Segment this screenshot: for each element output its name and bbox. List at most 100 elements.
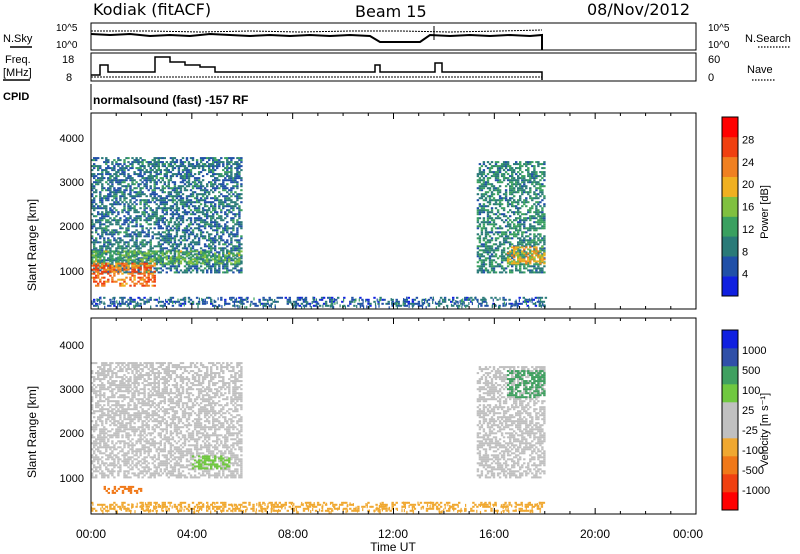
echo-cell-power-3: [539, 179, 542, 182]
echo-cell-power-3: [478, 167, 482, 170]
echo-cell-power-3: [531, 175, 534, 178]
echo-cell-power-0: [129, 179, 132, 182]
echo-cell-power-3: [509, 237, 512, 240]
echo-cell-power-0: [187, 223, 191, 226]
echo-cell-power-0: [127, 271, 130, 274]
echo-cell-power-0: [203, 191, 207, 194]
echo-cell-power-3: [531, 245, 534, 248]
echo-cell-power-2: [143, 280, 146, 283]
near-range-echo-power: [359, 305, 361, 309]
echo-cell-power-3: [511, 251, 514, 254]
echo-cell-velocity-0: [93, 416, 96, 419]
echo-cell-power-0: [232, 205, 235, 208]
echo-cell-power-3: [488, 187, 492, 190]
near-range-echo-power: [316, 305, 318, 309]
echo-cell-power-0: [111, 257, 114, 260]
echo-cell-power-2: [149, 268, 152, 271]
echo-cell-power-0: [121, 165, 124, 168]
echo-cell-power-0: [139, 201, 142, 204]
echo-cell-power-0: [113, 167, 116, 170]
echo-cell-power-5: [147, 300, 150, 303]
echo-cell-power-4: [541, 256, 544, 259]
echo-cell-power-1: [127, 260, 130, 263]
echo-cell-power-5: [109, 298, 112, 301]
echo-cell-power-1: [218, 254, 221, 257]
echo-cell-power-0: [91, 253, 94, 256]
near-range-echo-power: [439, 299, 441, 303]
echo-cell-power-1: [189, 260, 193, 263]
echo-cell-power-3: [525, 253, 528, 256]
echo-cell-power-0: [183, 201, 187, 204]
echo-cell-power-0: [206, 173, 209, 176]
echo-cell-power-0: [230, 227, 233, 230]
echo-cell-power-3: [519, 237, 522, 240]
echo-cell-power-5: [240, 298, 243, 301]
echo-cell-power-5: [119, 302, 122, 305]
echo-cell-power-0: [101, 173, 104, 176]
echo-cell-velocity-0: [91, 476, 94, 479]
echo-cell-power-0: [103, 223, 106, 226]
echo-cell-power-0: [107, 199, 110, 202]
echo-cell-power-5: [399, 304, 402, 307]
echo-cell-power-3: [494, 165, 498, 168]
echo-cell-power-0: [240, 235, 243, 238]
echo-cell-power-0: [206, 217, 209, 220]
near-range-echo-power: [183, 303, 185, 307]
echo-cell-velocity-0: [95, 474, 98, 477]
echo-cell-velocity-0: [103, 414, 106, 417]
echo-cell-power-4: [527, 260, 530, 263]
echo-cell-power-0: [153, 255, 156, 258]
echo-cell-power-3: [523, 217, 526, 220]
echo-cell-power-3: [492, 185, 496, 188]
echo-cell-power-0: [197, 227, 201, 230]
echo-cell-velocity-0: [101, 368, 104, 371]
echo-cell-velocity-0: [95, 396, 98, 399]
echo-cell-power-1: [159, 262, 162, 265]
echo-cell-power-0: [224, 177, 227, 180]
echo-cell-power-0: [163, 217, 166, 220]
echo-cell-power-3: [496, 237, 500, 240]
echo-cell-power-3: [521, 219, 524, 222]
echo-cell-power-0: [203, 267, 207, 270]
echo-cell-velocity-0: [99, 408, 102, 411]
echo-cell-velocity-0: [91, 460, 94, 463]
echo-cell-power-0: [127, 157, 130, 160]
echo-cell-power-3: [521, 171, 524, 174]
echo-cell-power-0: [230, 233, 233, 236]
echo-cell-power-3: [480, 165, 484, 168]
echo-cell-power-0: [230, 205, 233, 208]
echo-cell-power-0: [157, 271, 160, 274]
echo-cell-power-0: [181, 157, 185, 160]
echo-cell-velocity-0: [91, 434, 94, 437]
echo-cell-power-1: [240, 254, 243, 257]
echo-cell-power-0: [165, 161, 168, 164]
echo-cell-power-3: [509, 261, 512, 264]
echo-cell-power-0: [117, 265, 120, 268]
echo-cell-power-3: [482, 207, 486, 210]
echo-cell-power-0: [193, 241, 197, 244]
echo-cell-power-0: [109, 223, 112, 226]
echo-cell-power-3: [498, 205, 502, 208]
echo-cell-power-0: [208, 235, 211, 238]
echo-cell-power-0: [131, 157, 134, 160]
near-range-echo-power: [525, 302, 527, 305]
echo-cell-power-3: [506, 169, 510, 172]
echo-cell-power-1: [151, 252, 154, 255]
echo-cell-power-0: [139, 175, 142, 178]
echo-cell-power-3: [480, 183, 484, 186]
echo-cell-velocity-0: [95, 404, 98, 407]
echo-cell-power-5: [534, 296, 538, 299]
echo-cell-power-0: [203, 157, 207, 160]
echo-cell-power-5: [320, 296, 324, 299]
echo-cell-power-0: [214, 181, 217, 184]
echo-cell-power-0: [157, 165, 160, 168]
echo-cell-power-0: [169, 177, 173, 180]
echo-cell-power-0: [214, 187, 217, 190]
echo-cell-power-3: [521, 223, 524, 226]
echo-cell-power-1: [165, 250, 168, 253]
echo-cell-velocity-0: [101, 462, 104, 465]
echo-cell-power-0: [191, 187, 195, 190]
echo-cell-power-5: [377, 302, 380, 305]
echo-cell-power-3: [525, 185, 528, 188]
echo-cell-power-0: [105, 241, 108, 244]
